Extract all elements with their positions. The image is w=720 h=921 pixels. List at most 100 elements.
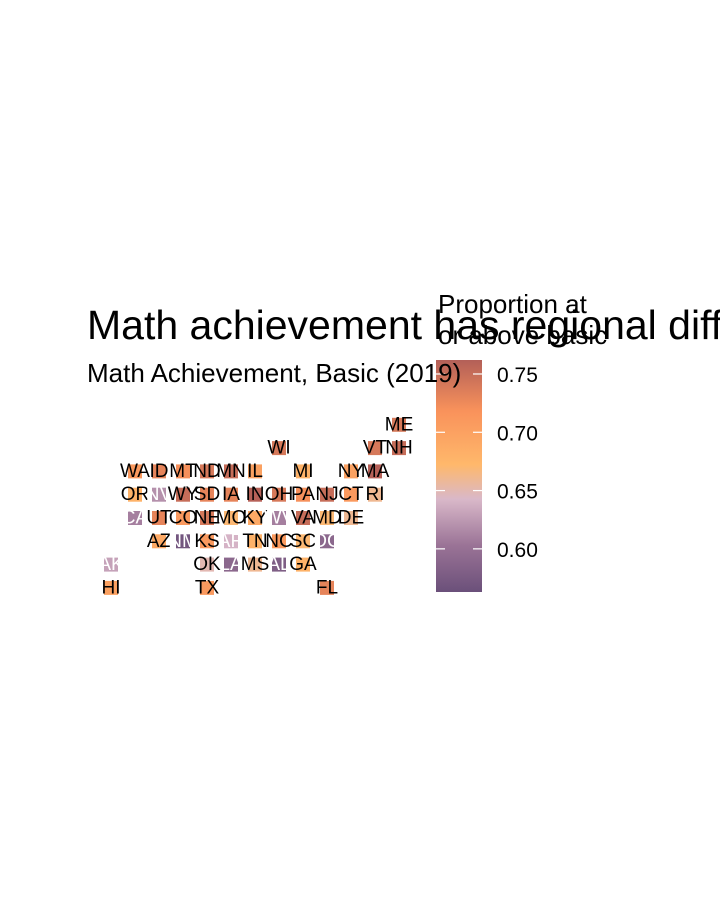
state-label-hi: HI — [102, 577, 121, 598]
state-tile-md — [320, 511, 334, 525]
state-label-wi: WI — [267, 438, 290, 459]
state-tile-ms — [248, 557, 262, 572]
state-label-id: ID — [150, 461, 169, 482]
state-label-tn: TN — [242, 531, 267, 552]
state-label-me: ME — [385, 414, 414, 435]
state-tile-ak — [104, 557, 118, 572]
state-label-ny: NY — [338, 461, 365, 482]
state-label-ut: UT — [146, 508, 172, 529]
state-tile-nj — [320, 487, 334, 502]
legend-tick-labels: 0.60 0.65 0.70 0.75 — [497, 364, 538, 562]
state-label-sd: SD — [194, 484, 220, 505]
state-label-wv: WV — [264, 508, 295, 529]
chart-title: Math achievement has regional difference… — [87, 302, 720, 348]
state-tile-ga — [296, 557, 310, 572]
state-tile-dc — [320, 534, 334, 549]
state-label-mt: MT — [169, 461, 197, 482]
state-label-nm: NM — [168, 531, 198, 552]
state-tile-ky — [248, 511, 262, 525]
state-label-mi: MI — [292, 461, 313, 482]
state-tile-al — [272, 557, 286, 572]
state-tile-va — [296, 511, 310, 525]
state-label-dc: DC — [313, 531, 340, 552]
state-label-ga: GA — [289, 554, 317, 575]
state-tile-ca — [128, 511, 142, 525]
state-tile-nm — [176, 534, 190, 549]
state-tile-hi — [104, 580, 118, 595]
state-tile-id — [152, 464, 166, 479]
state-tile-oh — [272, 487, 286, 502]
legend-tick-label: 0.60 — [497, 539, 538, 562]
state-label-nd: ND — [193, 461, 220, 482]
state-label-nv: NV — [146, 484, 173, 505]
state-label-ms: MS — [241, 554, 270, 575]
state-tile-in — [248, 487, 262, 502]
state-tile-ct — [344, 487, 358, 502]
state-tile-sc — [296, 534, 310, 549]
legend-tick-label: 0.70 — [497, 422, 538, 445]
state-label-al: AL — [267, 554, 290, 575]
state-tile-mn — [224, 464, 238, 479]
legend-title-line-2: or above basic — [438, 320, 607, 350]
state-tile-or — [128, 487, 142, 502]
state-tile-il — [248, 464, 262, 479]
state-tile-ri — [368, 487, 382, 502]
state-tile-fl — [320, 580, 334, 595]
state-tile-mo — [224, 511, 238, 525]
state-label-oh: OH — [265, 484, 294, 505]
state-label-il: IL — [247, 461, 263, 482]
state-tile-nd — [200, 464, 214, 479]
state-label-az: AZ — [147, 531, 172, 552]
state-label-wy: WY — [168, 484, 199, 505]
state-label-ia: IA — [222, 484, 240, 505]
state-tile-nc — [272, 534, 286, 549]
state-label-va: VA — [291, 508, 315, 529]
legend-ticks — [436, 373, 482, 550]
state-label-de: DE — [338, 508, 364, 529]
state-label-mo: MO — [216, 508, 247, 529]
state-tile-wy — [176, 487, 190, 502]
state-tile-la — [224, 557, 238, 572]
state-label-ri: RI — [366, 484, 385, 505]
tiles-layer — [104, 417, 406, 595]
state-label-sc: SC — [290, 531, 316, 552]
legend-tick-label: 0.65 — [497, 481, 538, 504]
state-tile-ma — [368, 464, 382, 479]
state-label-nh: NH — [385, 438, 412, 459]
state-label-ak: AK — [98, 554, 124, 575]
state-tile-ar — [224, 534, 238, 549]
state-label-ar: AR — [218, 531, 244, 552]
state-label-co: CO — [169, 508, 198, 529]
state-tile-tn — [248, 534, 262, 549]
state-tile-az — [152, 534, 166, 549]
state-tile-co — [176, 511, 190, 525]
legend: 0.60 0.65 0.70 0.75 — [436, 360, 538, 592]
state-tile-ne — [200, 511, 214, 525]
state-tile-ut — [152, 511, 166, 525]
state-label-ok: OK — [193, 554, 221, 575]
legend-title-line-1: Proportion at — [438, 289, 588, 319]
state-tile-pa — [296, 487, 310, 502]
state-tile-wv — [272, 511, 286, 525]
state-label-nj: NJ — [315, 484, 338, 505]
state-label-fl: FL — [316, 577, 338, 598]
state-tile-mi — [296, 464, 310, 479]
state-tile-wi — [272, 441, 286, 456]
state-label-ks: KS — [194, 531, 219, 552]
state-label-vt: VT — [363, 438, 388, 459]
state-tile-ia — [224, 487, 238, 502]
state-label-in: IN — [246, 484, 265, 505]
legend-color-bar — [436, 360, 482, 592]
state-label-ma: MA — [361, 461, 390, 482]
state-tile-nh — [392, 441, 406, 456]
state-tile-ok — [200, 557, 214, 572]
state-tile-tx — [200, 580, 214, 595]
state-label-ne: NE — [194, 508, 220, 529]
state-tile-ks — [200, 534, 214, 549]
state-label-or: OR — [121, 484, 150, 505]
legend-tick-label: 0.75 — [497, 364, 538, 387]
state-tile-sd — [200, 487, 214, 502]
state-label-ca: CA — [122, 508, 149, 529]
state-tile-me — [392, 417, 406, 432]
